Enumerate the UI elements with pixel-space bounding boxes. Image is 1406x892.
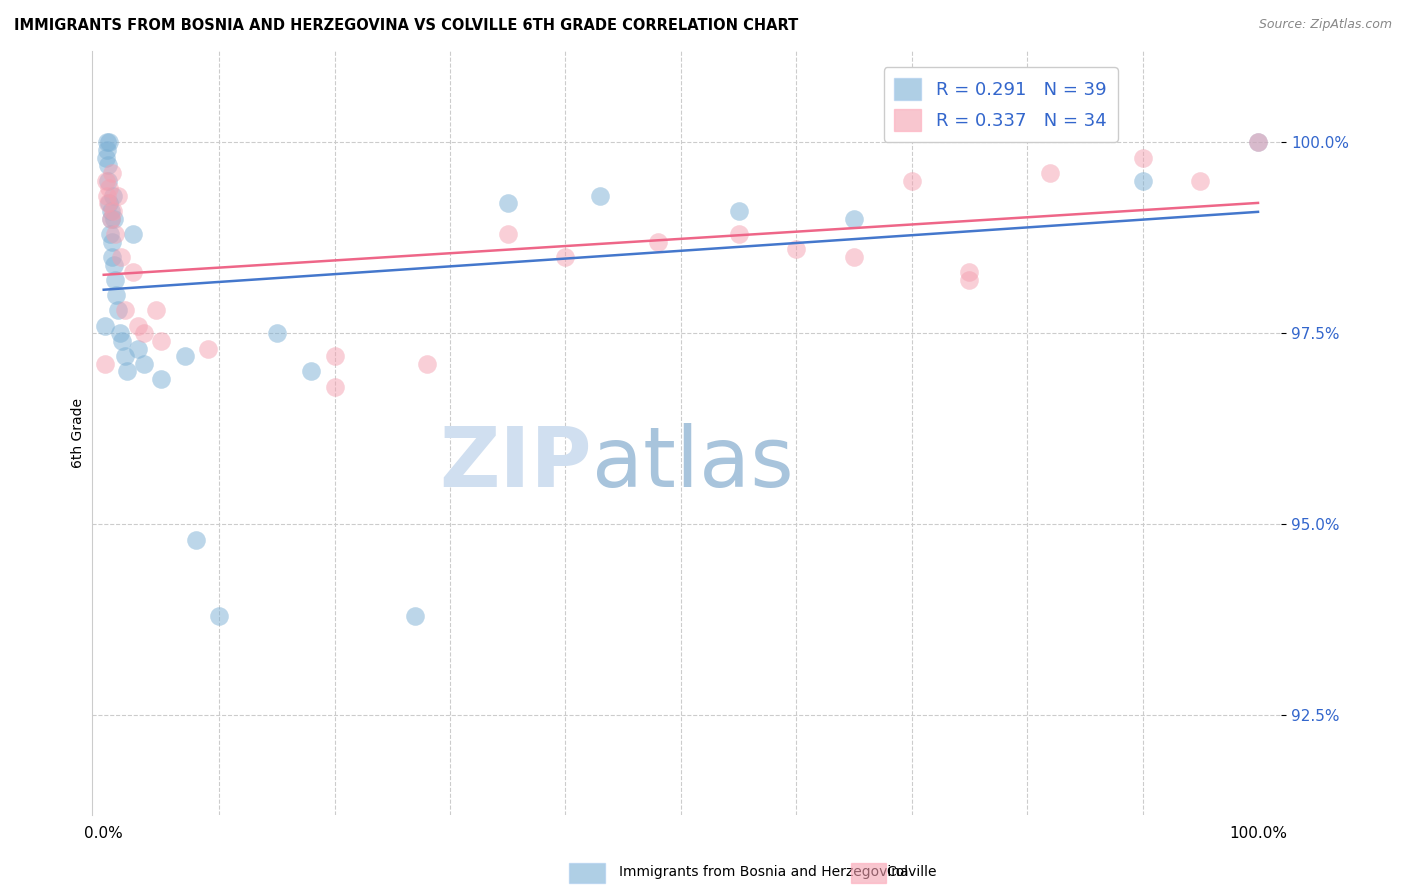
Text: Immigrants from Bosnia and Herzegovina: Immigrants from Bosnia and Herzegovina xyxy=(619,865,908,880)
Point xyxy=(323,349,346,363)
Point xyxy=(94,151,117,165)
Point xyxy=(197,342,219,356)
Point xyxy=(127,318,149,333)
Point xyxy=(127,342,149,356)
Point xyxy=(96,143,118,157)
Point xyxy=(785,242,807,256)
Point xyxy=(101,235,124,249)
Point xyxy=(98,196,121,211)
Point xyxy=(94,318,117,333)
Point xyxy=(134,326,156,341)
Point xyxy=(97,136,120,150)
Point xyxy=(959,265,981,279)
Point xyxy=(121,227,143,241)
Point xyxy=(589,189,612,203)
Point xyxy=(554,250,576,264)
Point xyxy=(104,227,127,241)
Text: Colville: Colville xyxy=(886,865,936,880)
Point xyxy=(404,608,426,623)
Point xyxy=(100,211,122,226)
Point xyxy=(98,227,121,241)
Point xyxy=(107,303,129,318)
Point xyxy=(96,136,118,150)
Point xyxy=(121,265,143,279)
Text: IMMIGRANTS FROM BOSNIA AND HERZEGOVINA VS COLVILLE 6TH GRADE CORRELATION CHART: IMMIGRANTS FROM BOSNIA AND HERZEGOVINA V… xyxy=(14,18,799,33)
Point xyxy=(647,235,669,249)
Point xyxy=(94,173,117,187)
Point xyxy=(100,211,122,226)
Point xyxy=(97,196,120,211)
Point xyxy=(727,204,749,219)
Point xyxy=(1039,166,1062,180)
Point xyxy=(110,250,132,264)
Point xyxy=(1189,173,1212,187)
Point xyxy=(323,380,346,394)
Point xyxy=(100,204,122,219)
Point xyxy=(97,173,120,187)
Point xyxy=(145,303,167,318)
Text: ZIP: ZIP xyxy=(439,423,592,504)
Point xyxy=(107,189,129,203)
Point xyxy=(114,349,136,363)
Point xyxy=(101,166,124,180)
Point xyxy=(96,189,118,203)
Point xyxy=(184,533,207,547)
Point xyxy=(101,189,124,203)
Point xyxy=(115,364,138,378)
Y-axis label: 6th Grade: 6th Grade xyxy=(72,398,86,467)
Point xyxy=(150,372,173,386)
Point xyxy=(1132,151,1154,165)
Point xyxy=(101,250,124,264)
Text: atlas: atlas xyxy=(592,423,793,504)
Point xyxy=(208,608,231,623)
Point xyxy=(173,349,195,363)
Point xyxy=(301,364,323,378)
Point xyxy=(103,211,125,226)
Point xyxy=(416,357,439,371)
Point xyxy=(111,334,134,348)
Point xyxy=(150,334,173,348)
Point xyxy=(94,357,117,371)
Point xyxy=(959,273,981,287)
Legend: R = 0.291   N = 39, R = 0.337   N = 34: R = 0.291 N = 39, R = 0.337 N = 34 xyxy=(883,68,1118,142)
Point xyxy=(114,303,136,318)
Point xyxy=(97,158,120,172)
Point xyxy=(104,273,127,287)
Point xyxy=(1247,136,1270,150)
Text: Source: ZipAtlas.com: Source: ZipAtlas.com xyxy=(1258,18,1392,31)
Point xyxy=(842,211,865,226)
Point xyxy=(105,288,128,302)
Point xyxy=(496,227,519,241)
Point xyxy=(103,258,125,272)
Point xyxy=(1247,136,1270,150)
Point xyxy=(134,357,156,371)
Point xyxy=(98,181,121,195)
Point xyxy=(496,196,519,211)
Point xyxy=(266,326,288,341)
Point xyxy=(101,204,124,219)
Point xyxy=(842,250,865,264)
Point xyxy=(727,227,749,241)
Point xyxy=(900,173,922,187)
Point xyxy=(1132,173,1154,187)
Point xyxy=(108,326,131,341)
